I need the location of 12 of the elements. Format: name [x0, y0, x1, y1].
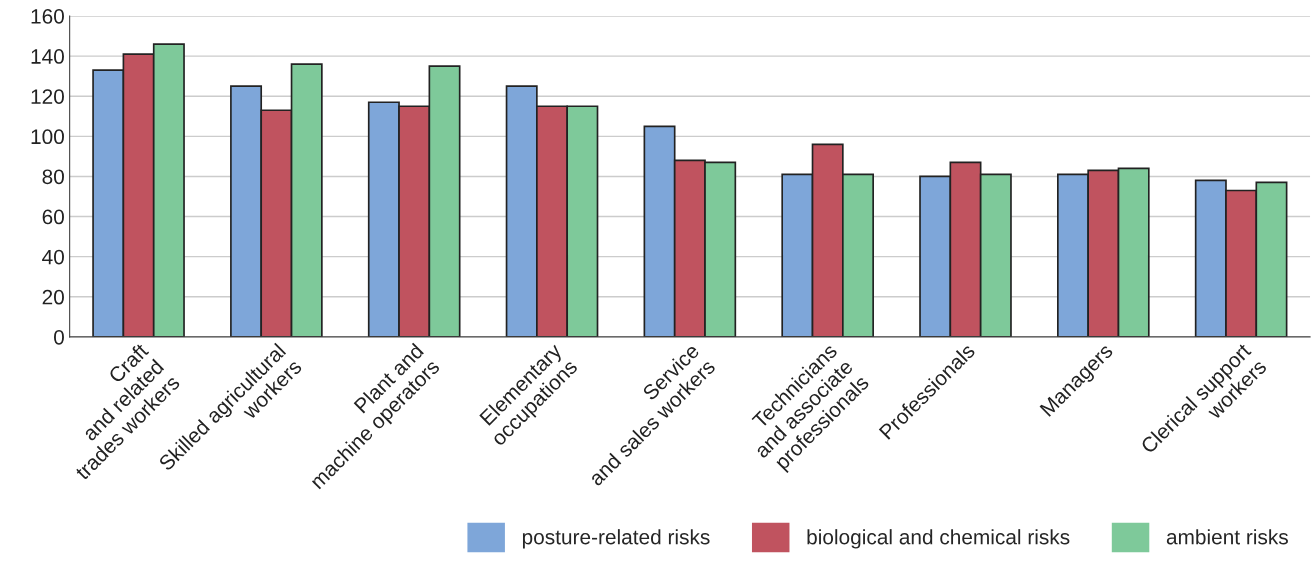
- y-tick-label: 160: [31, 8, 64, 24]
- y-tick-label: 0: [54, 329, 64, 345]
- y-tick-label: 120: [31, 89, 64, 104]
- y-tick-label: 80: [42, 169, 64, 185]
- legend-label: posture-related risks: [522, 529, 710, 549]
- legend-label: biological and chemical risks: [807, 529, 1070, 549]
- y-tick-label: 60: [42, 209, 64, 225]
- y-tick-label: 100: [31, 129, 64, 145]
- y-tick-label: 20: [42, 289, 64, 305]
- legend-label: ambient risks: [1166, 529, 1288, 545]
- y-tick-label: 40: [42, 249, 64, 265]
- y-tick-label: 140: [31, 49, 64, 64]
